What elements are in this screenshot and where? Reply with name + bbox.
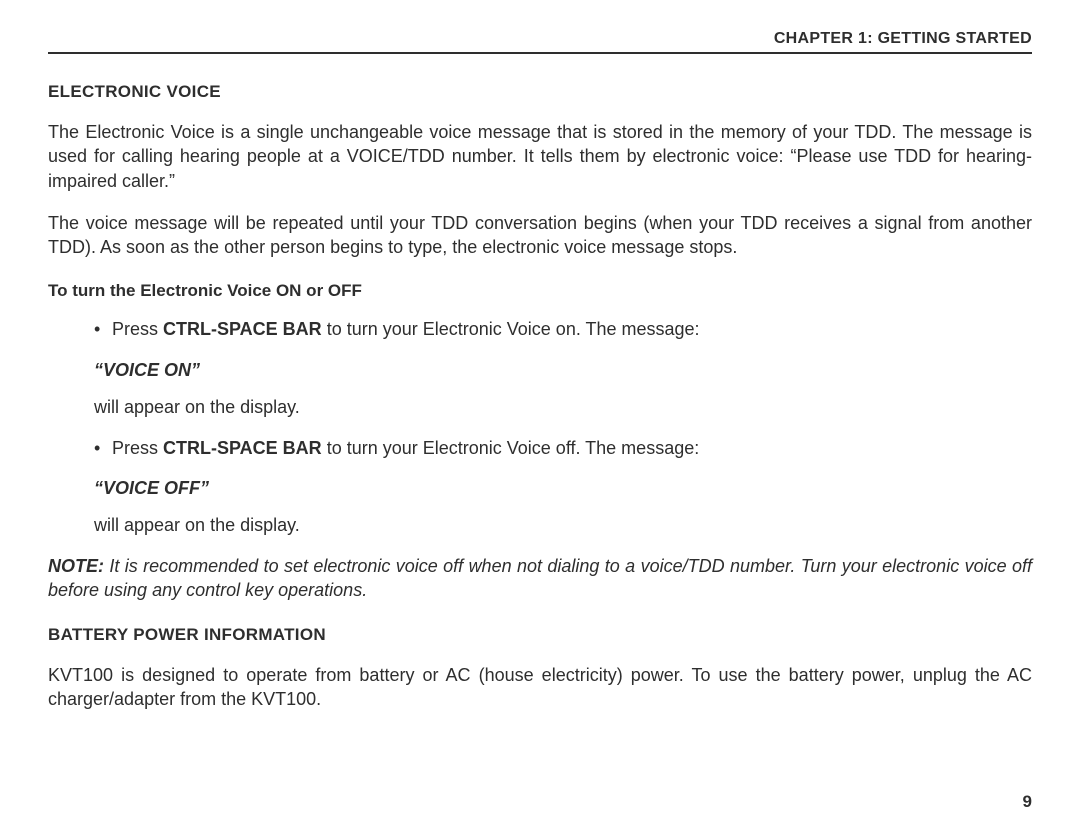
subheading-toggle: To turn the Electronic Voice ON or OFF (48, 281, 1032, 301)
ev-paragraph-2: The voice message will be repeated until… (48, 211, 1032, 260)
page-number: 9 (1023, 792, 1032, 812)
bullet1-key: CTRL-SPACE BAR (163, 319, 322, 339)
bullet1-pre: Press (112, 319, 163, 339)
bullet1-post: to turn your Electronic Voice on. The me… (322, 319, 700, 339)
note-text: It is recommended to set electronic voic… (48, 556, 1032, 600)
manual-page: CHAPTER 1: GETTING STARTED ELECTRONIC VO… (0, 0, 1080, 834)
chapter-label: CHAPTER 1: GETTING STARTED (774, 30, 1032, 47)
section-title-electronic-voice: ELECTRONIC VOICE (48, 82, 1032, 102)
bullet2-key: CTRL-SPACE BAR (163, 438, 322, 458)
note-label: NOTE: (48, 556, 104, 576)
page-header-rule: CHAPTER 1: GETTING STARTED (48, 30, 1032, 54)
toggle-bullet-list: Press CTRL-SPACE BAR to turn your Electr… (94, 317, 1032, 341)
toggle-bullet-list-2: Press CTRL-SPACE BAR to turn your Electr… (94, 436, 1032, 460)
section-title-battery: BATTERY POWER INFORMATION (48, 625, 1032, 645)
appear-line-2: will appear on the display. (94, 515, 1032, 536)
bullet-voice-off: Press CTRL-SPACE BAR to turn your Electr… (94, 436, 1032, 460)
note-paragraph: NOTE: It is recommended to set electroni… (48, 554, 1032, 603)
voice-off-quote: “VOICE OFF” (94, 478, 1032, 499)
ev-paragraph-1: The Electronic Voice is a single unchang… (48, 120, 1032, 193)
bullet2-post: to turn your Electronic Voice off. The m… (322, 438, 700, 458)
bullet-voice-on: Press CTRL-SPACE BAR to turn your Electr… (94, 317, 1032, 341)
bullet2-pre: Press (112, 438, 163, 458)
voice-on-quote: “VOICE ON” (94, 360, 1032, 381)
battery-paragraph-1: KVT100 is designed to operate from batte… (48, 663, 1032, 712)
appear-line-1: will appear on the display. (94, 397, 1032, 418)
